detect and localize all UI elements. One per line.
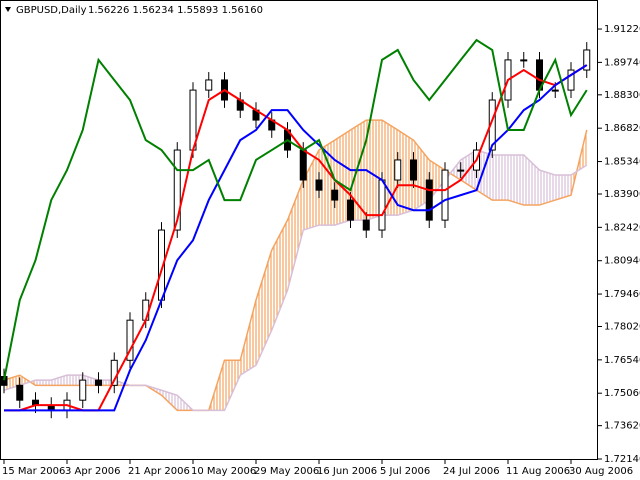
x-tick-label: 24 Jul 2006 xyxy=(443,466,500,477)
candle-body xyxy=(331,189,339,201)
candle-body xyxy=(425,179,433,221)
candle-body xyxy=(410,159,417,181)
y-tick-label: 1.83900 xyxy=(604,189,640,200)
cloud-segment xyxy=(224,360,241,411)
x-tick-label: 5 Jul 2006 xyxy=(380,466,430,477)
candle-body xyxy=(362,219,370,231)
cloud-segment xyxy=(161,390,178,411)
cloud-segment xyxy=(303,150,319,231)
cloud-segment xyxy=(287,180,304,291)
x-tick-label: 16 Jun 2006 xyxy=(317,466,377,477)
quote: 1.56226 1.56234 1.55893 1.56160 xyxy=(88,5,263,16)
cloud-segment xyxy=(271,220,288,331)
y-tick-label: 1.82420 xyxy=(604,222,640,233)
x-tick-label: 15 Mar 2006 xyxy=(2,466,65,477)
cloud-segment xyxy=(366,120,382,221)
y-tick-label: 1.85340 xyxy=(604,157,640,168)
y-tick-label: 1.73620 xyxy=(604,421,640,432)
x-tick-label: 3 Apr 2006 xyxy=(65,466,120,477)
menu-triangle xyxy=(5,7,11,12)
indicator-line xyxy=(4,64,588,412)
cloud-segment xyxy=(256,250,272,366)
y-tick-label: 1.79460 xyxy=(604,289,640,300)
x-tick-label: 29 May 2006 xyxy=(254,466,319,477)
candle-body xyxy=(457,169,465,172)
cloud-segment xyxy=(492,155,508,201)
candle-body xyxy=(315,179,323,191)
cloud-segment xyxy=(555,175,571,201)
cloud-segment xyxy=(98,380,115,386)
cloud-segment xyxy=(397,129,414,216)
candle-body xyxy=(95,379,102,386)
candle-body xyxy=(205,79,213,91)
cloud-segment xyxy=(35,380,52,386)
cloud-segment xyxy=(334,129,351,226)
plot xyxy=(0,38,591,419)
y-tick-label: 1.78020 xyxy=(604,321,640,332)
y-tick-label: 1.91220 xyxy=(604,24,640,35)
y-tick-label: 1.72140 xyxy=(604,454,640,465)
y-tick-label: 1.86820 xyxy=(604,123,640,134)
indicator-line xyxy=(4,64,588,412)
candle-body xyxy=(520,59,528,62)
y-tick-label: 1.80940 xyxy=(604,256,640,267)
candle-body xyxy=(347,199,354,221)
cloud-segment xyxy=(51,375,67,386)
y-tick-label: 1.88300 xyxy=(604,90,640,101)
cloud-segment xyxy=(413,140,430,211)
y-tick-label: 1.89740 xyxy=(604,57,640,68)
candle-body xyxy=(299,149,307,181)
cloud-segment xyxy=(523,155,540,206)
cloud-segment xyxy=(476,150,493,201)
cloud-segment xyxy=(67,375,83,386)
x-tick-label: 21 Apr 2006 xyxy=(128,466,190,477)
candle-body xyxy=(394,159,402,181)
cloud-segment xyxy=(508,155,524,206)
cloud-segment xyxy=(319,140,335,226)
cloud-segment xyxy=(539,170,556,206)
x-tick-label: 30 Aug 2006 xyxy=(569,466,633,477)
candle-body xyxy=(16,384,24,401)
x-tick-label: 10 May 2006 xyxy=(191,466,256,477)
candle-body xyxy=(378,179,386,231)
candle-body xyxy=(551,89,559,92)
candle-body xyxy=(126,319,134,361)
cloud-segment xyxy=(240,300,256,376)
candle-body xyxy=(567,69,575,91)
candle-body xyxy=(441,169,449,221)
indicator-line xyxy=(3,38,588,381)
y-tick-label: 1.75060 xyxy=(604,388,640,399)
candle-body xyxy=(173,149,181,231)
y-tick-label: 1.76540 xyxy=(604,355,640,366)
x-tick-label: 11 Aug 2006 xyxy=(506,466,570,477)
candle-body xyxy=(583,49,591,71)
cloud-segment xyxy=(82,375,99,386)
chart-title: GBPUSD,Daily xyxy=(16,5,87,16)
candle-body xyxy=(79,379,87,401)
